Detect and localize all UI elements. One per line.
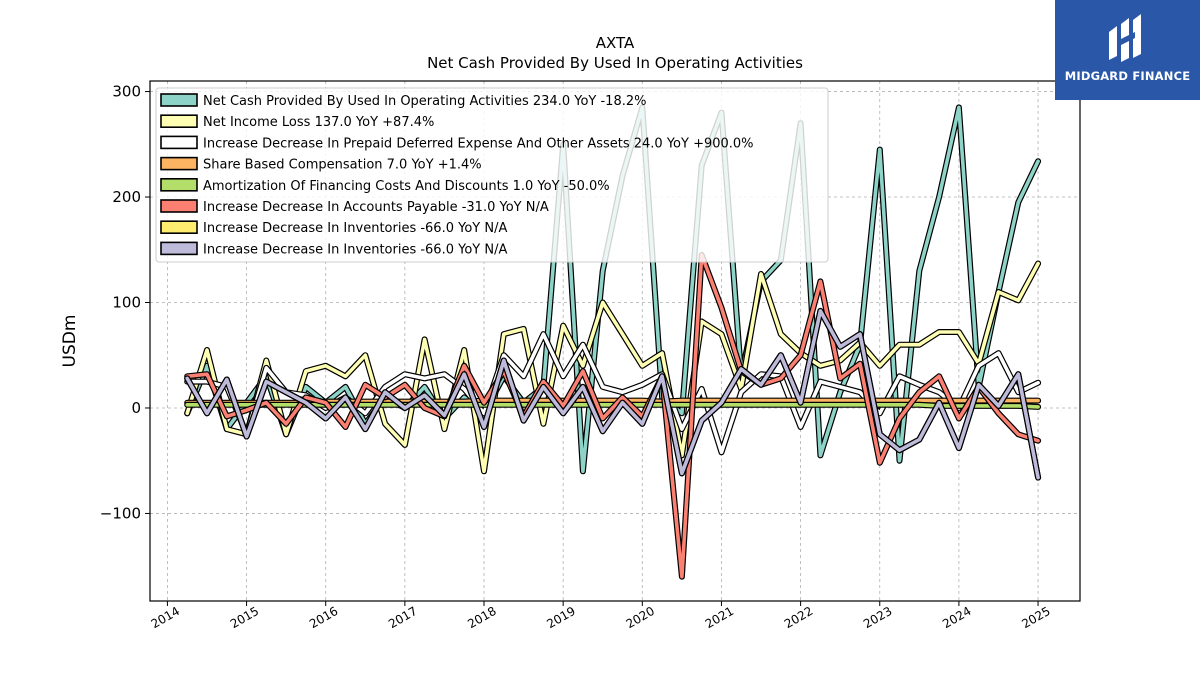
y-tick-label: 0 (131, 399, 141, 417)
series-4 (184, 397, 1042, 406)
legend-entry: Share Based Compensation 7.0 YoY +1.4% (203, 158, 482, 173)
legend-entry: Increase Decrease In Prepaid Deferred Ex… (203, 136, 754, 151)
x-tick-label: 2022 (782, 604, 815, 631)
legend-swatch (160, 93, 198, 107)
y-tick-label: 300 (112, 83, 141, 101)
x-tick-label: 2015 (228, 604, 261, 631)
y-tick-label: −100 (100, 504, 141, 522)
legend-swatch (160, 114, 198, 128)
series-6 (184, 252, 1042, 580)
x-tick-label: 2025 (1019, 604, 1052, 631)
legend-entry: Amortization Of Financing Costs And Disc… (203, 179, 610, 194)
legend-entry: Increase Decrease In Inventories -66.0 Y… (203, 242, 507, 257)
x-tick-label: 2023 (861, 604, 894, 631)
series-line (185, 398, 1040, 405)
legend-entry: Increase Decrease In Accounts Payable -3… (203, 200, 549, 215)
y-axis-label: USDm (60, 315, 80, 368)
x-tick-label: 2020 (624, 604, 657, 631)
legend-swatch (160, 135, 198, 150)
legend-entry: Net Income Loss 137.0 YoY +87.4% (203, 115, 434, 130)
midgard-logo-icon (1109, 14, 1141, 62)
legend: Net Cash Provided By Used In Operating A… (155, 87, 829, 263)
x-tick-label: 2014 (149, 604, 182, 631)
series-line (185, 261, 1040, 474)
series-8 (184, 307, 1042, 481)
legend-swatch (160, 178, 198, 192)
x-tick-label: 2021 (703, 604, 736, 631)
x-tick-label: 2017 (386, 604, 419, 631)
x-tick-label: 2024 (940, 604, 973, 631)
chart-title: AXTA (596, 34, 635, 52)
x-tick-label: 2018 (465, 604, 498, 631)
x-axis: 2014 2015 2016 2017 2018 2019 2020 2021 2022 2023… (149, 601, 1053, 631)
brand-logo: MIDGARD FINANCE (1055, 0, 1200, 100)
series-line (185, 309, 1040, 480)
brand-name: MIDGARD FINANCE (1064, 69, 1191, 83)
y-tick-label: 100 (112, 294, 141, 312)
legend-swatch (160, 199, 198, 213)
series-layer (184, 104, 1042, 580)
chart-subtitle: Net Cash Provided By Used In Operating A… (427, 54, 803, 72)
y-axis: −100 0 100 200 300 (100, 83, 150, 522)
legend-swatch (160, 156, 198, 171)
legend-swatch (160, 241, 198, 256)
x-tick-label: 2016 (307, 604, 340, 631)
series-line (185, 253, 1040, 579)
legend-entry: Increase Decrease In Inventories -66.0 Y… (203, 221, 507, 236)
plot-frame (149, 80, 1081, 602)
series-2 (184, 260, 1042, 475)
legend-box (155, 87, 829, 263)
x-tick-label: 2019 (544, 604, 577, 631)
y-tick-label: 200 (112, 188, 141, 206)
legend-swatch (160, 220, 198, 234)
legend-entry: Net Cash Provided By Used In Operating A… (203, 94, 646, 109)
